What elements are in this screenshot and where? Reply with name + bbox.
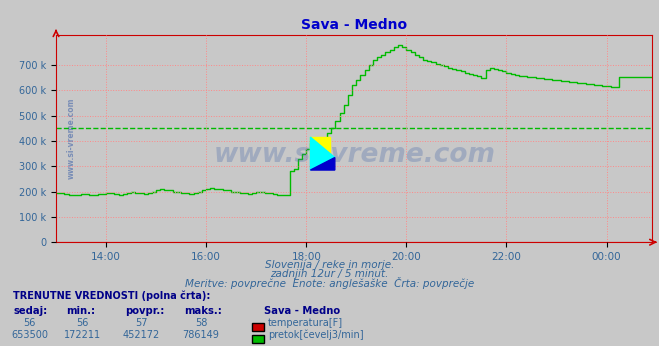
Text: maks.:: maks.:	[185, 306, 222, 316]
Text: Sava - Medno: Sava - Medno	[264, 306, 340, 316]
Text: 452172: 452172	[123, 330, 160, 340]
Text: pretok[čevelj3/min]: pretok[čevelj3/min]	[268, 330, 364, 340]
Text: 57: 57	[136, 318, 148, 328]
Text: 786149: 786149	[183, 330, 219, 340]
Text: TRENUTNE VREDNOSTI (polna črta):: TRENUTNE VREDNOSTI (polna črta):	[13, 291, 211, 301]
Text: povpr.:: povpr.:	[125, 306, 165, 316]
Text: sedaj:: sedaj:	[13, 306, 47, 316]
Polygon shape	[310, 157, 335, 170]
Text: 56: 56	[24, 318, 36, 328]
Text: temperatura[F]: temperatura[F]	[268, 318, 343, 328]
Text: 172211: 172211	[64, 330, 101, 340]
Text: min.:: min.:	[66, 306, 95, 316]
Text: 58: 58	[195, 318, 207, 328]
Text: 56: 56	[76, 318, 88, 328]
Text: www.si-vreme.com: www.si-vreme.com	[67, 98, 75, 179]
Text: Meritve: povprečne  Enote: anglešaške  Črta: povprečje: Meritve: povprečne Enote: anglešaške Črt…	[185, 277, 474, 289]
Polygon shape	[310, 137, 335, 170]
Text: zadnjih 12ur / 5 minut.: zadnjih 12ur / 5 minut.	[270, 270, 389, 280]
Bar	[310, 137, 330, 157]
Text: Slovenija / reke in morje.: Slovenija / reke in morje.	[265, 260, 394, 270]
Text: 653500: 653500	[11, 330, 48, 340]
Text: www.si-vreme.com: www.si-vreme.com	[214, 142, 495, 168]
Title: Sava - Medno: Sava - Medno	[301, 18, 407, 32]
